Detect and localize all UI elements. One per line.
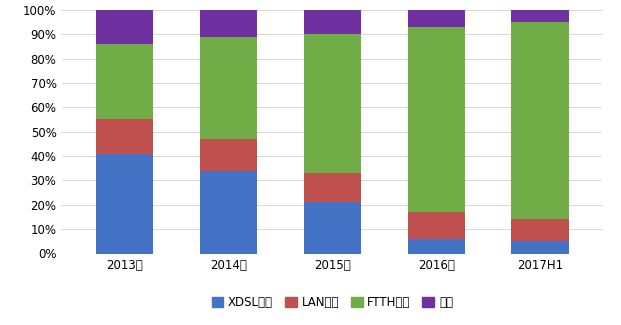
Bar [512,219,569,241]
Bar [407,239,465,254]
Bar [407,10,465,27]
Bar [512,10,569,22]
Bar [96,44,153,120]
Bar [304,173,361,202]
Bar [304,10,361,34]
Bar [304,34,361,173]
Bar [512,22,569,219]
Bar [96,154,153,254]
Bar [200,139,257,171]
Legend: XDSL端口, LAN端口, FTTH端口, 其他: XDSL端口, LAN端口, FTTH端口, 其他 [212,296,453,309]
Bar [96,120,153,154]
Bar [512,241,569,254]
Bar [200,37,257,139]
Bar [407,27,465,212]
Bar [407,212,465,239]
Bar [304,202,361,254]
Bar [200,171,257,254]
Bar [200,10,257,37]
Bar [96,10,153,44]
